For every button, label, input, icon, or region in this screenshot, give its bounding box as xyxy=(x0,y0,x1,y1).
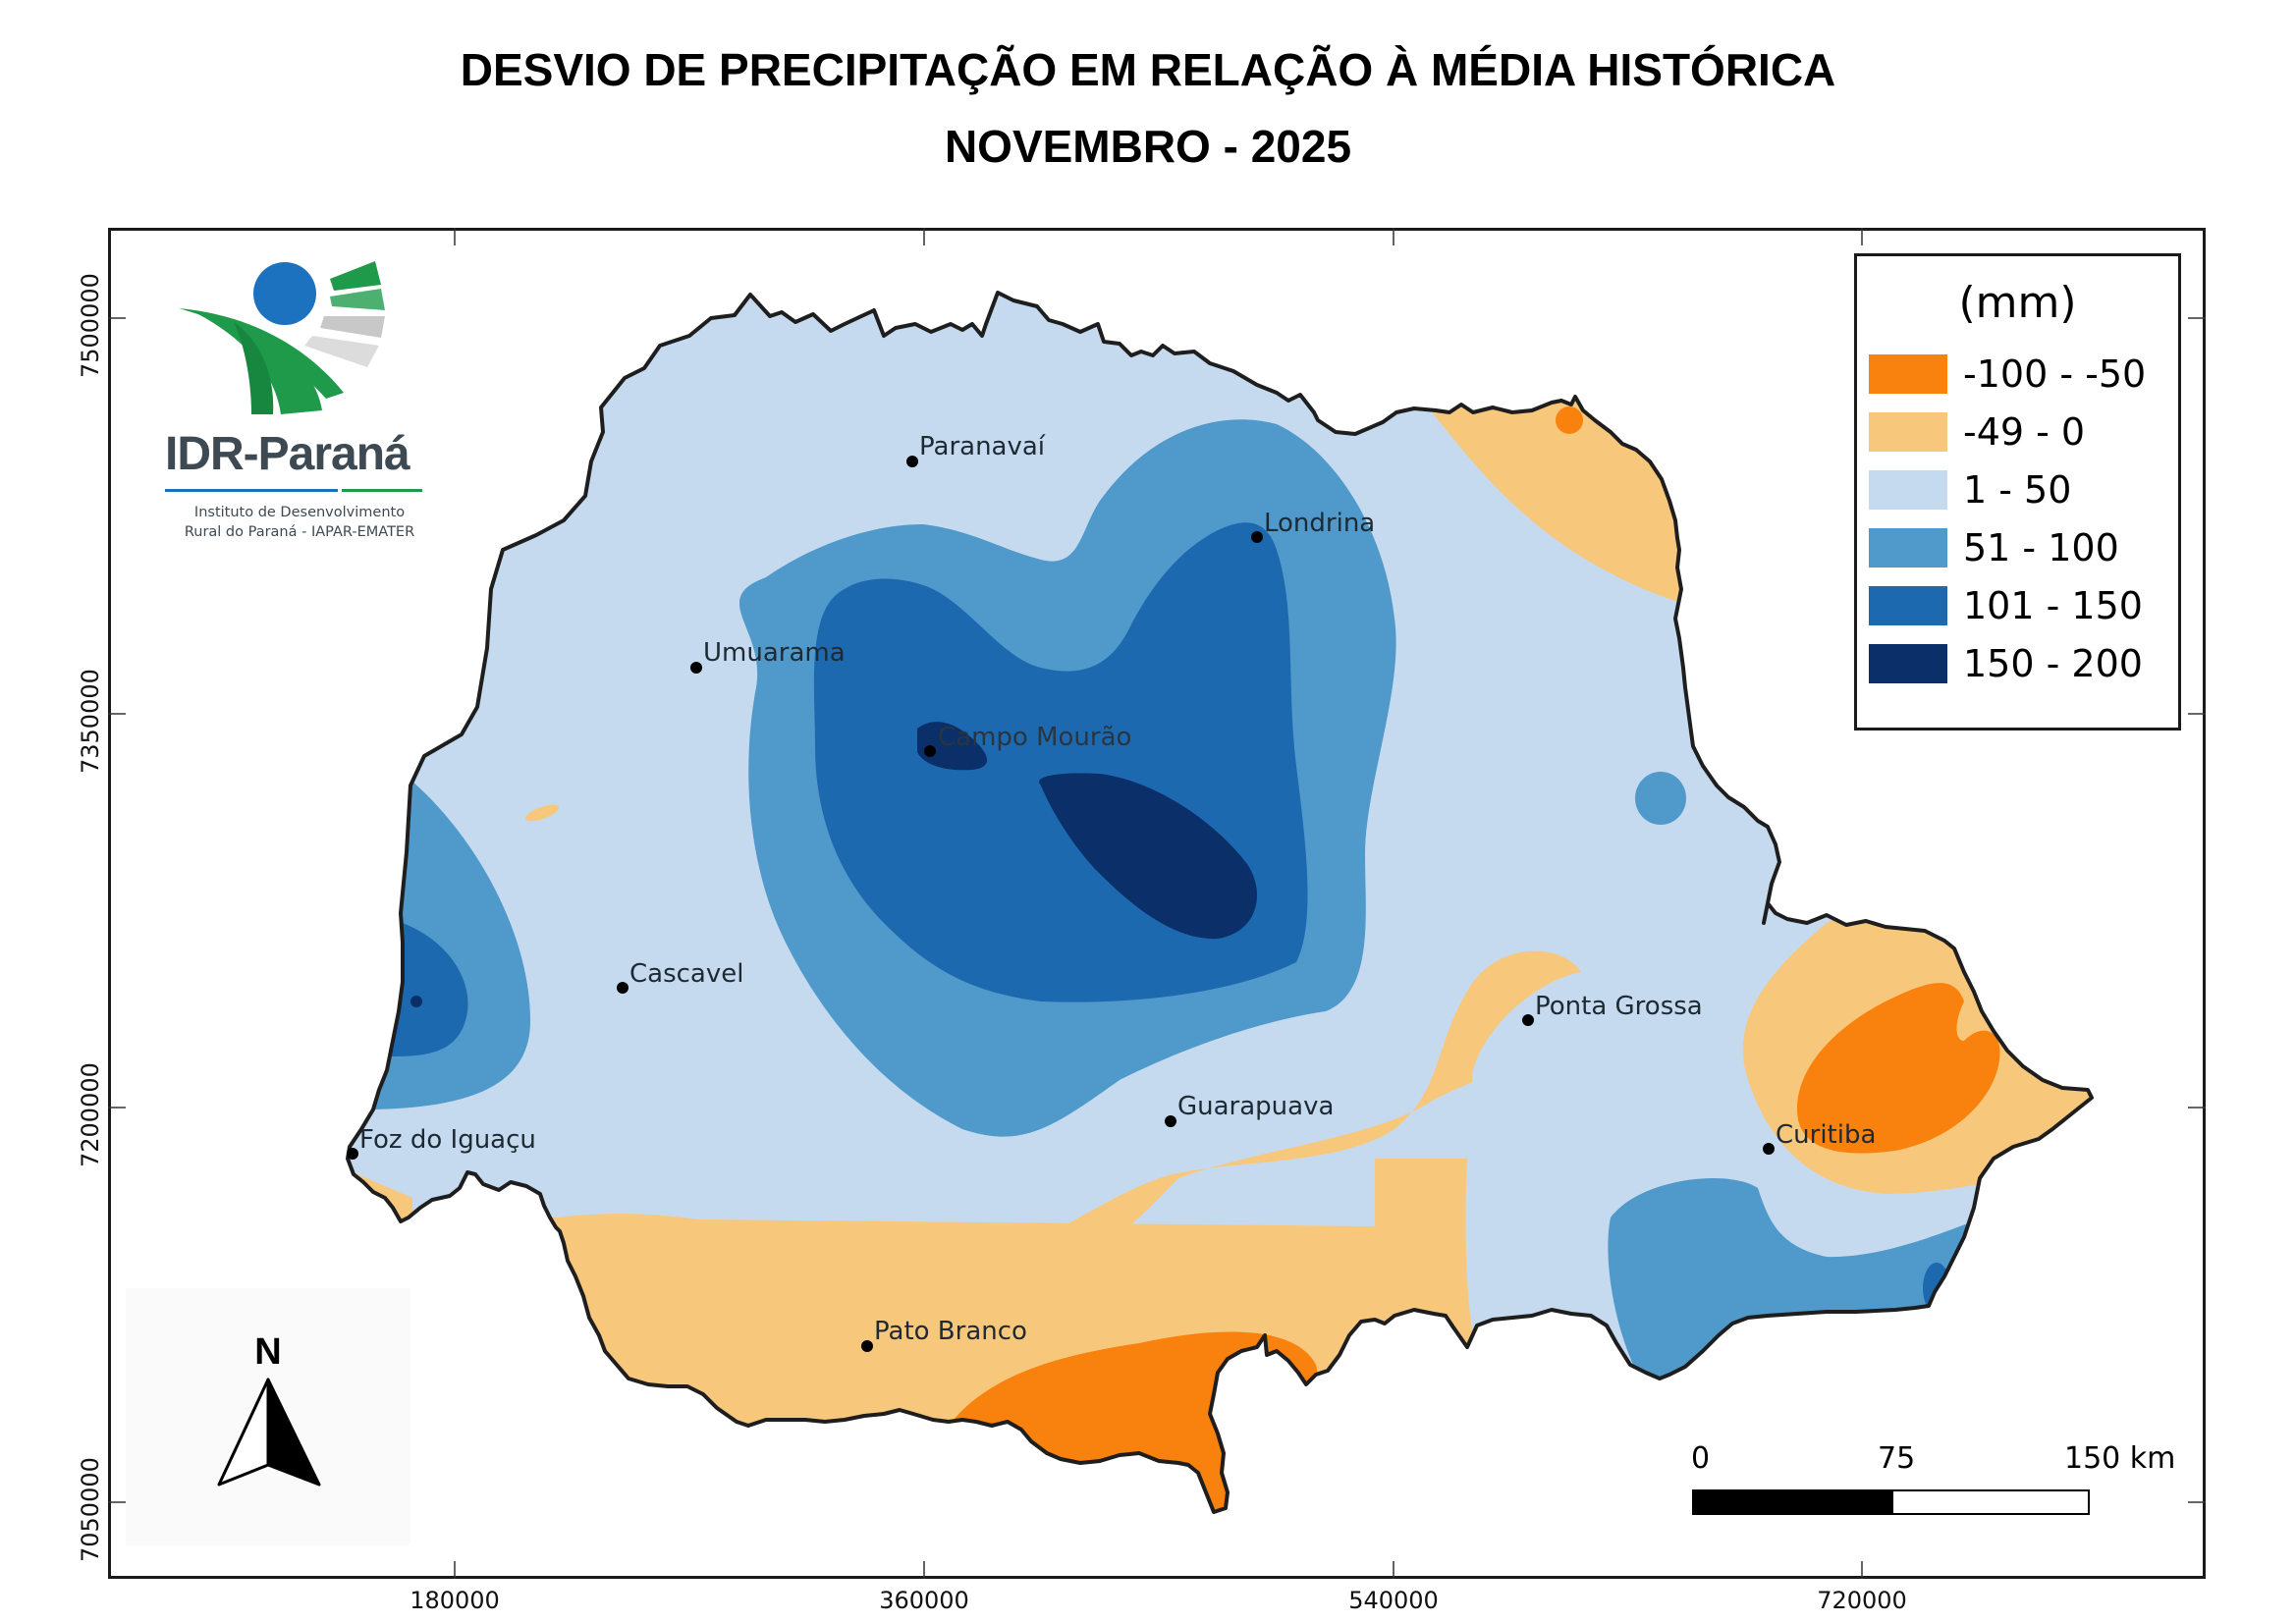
class-neg49-0-west-spot xyxy=(524,804,560,822)
city-label-ponta-grossa: Ponta Grossa xyxy=(1535,992,1703,1021)
city-label-campo-mourao: Campo Mourão xyxy=(938,723,1132,752)
north-arrow-icon xyxy=(126,1288,410,1545)
city-marker xyxy=(617,982,629,994)
city-label-umuarama: Umuarama xyxy=(703,638,846,668)
logo-subtitle-2: Rural do Paraná - IAPAR-EMATER xyxy=(184,524,415,540)
logo-brand-name: IDR-Paraná xyxy=(165,428,410,480)
legend-swatch xyxy=(1869,528,1947,568)
legend-swatch xyxy=(1869,354,1947,394)
class-neg100-neg50-northeast-spot xyxy=(1556,406,1583,434)
legend-label: 101 - 150 xyxy=(1963,584,2143,627)
city-marker xyxy=(906,456,918,467)
x-tick-label: 720000 xyxy=(1817,1587,1907,1614)
legend-label: -49 - 0 xyxy=(1963,410,2086,454)
city-marker xyxy=(924,745,936,757)
legend-item: -100 - -50 xyxy=(1869,352,2147,396)
class-150-200-campo-mourao xyxy=(917,722,987,771)
legend-swatch xyxy=(1869,586,1947,625)
legend-item: 150 - 200 xyxy=(1869,642,2143,685)
logo-rule-green xyxy=(342,489,422,492)
legend-title: (mm) xyxy=(1958,278,2077,328)
city-marker xyxy=(1522,1014,1534,1026)
y-tick-label: 7200000 xyxy=(77,1062,104,1167)
city-marker xyxy=(347,1148,358,1160)
legend-swatch xyxy=(1869,644,1947,683)
y-tick-label: 7500000 xyxy=(77,273,104,378)
idr-parana-logo-icon xyxy=(179,261,385,414)
scale-label-0: 0 xyxy=(1691,1441,1711,1476)
scale-label-75: 75 xyxy=(1878,1441,1916,1476)
class-neg100-neg50-curitiba xyxy=(1797,983,2000,1154)
map-title: DESVIO DE PRECIPITAÇÃO EM RELAÇÃO À MÉDI… xyxy=(460,44,1836,95)
legend-label: 51 - 100 xyxy=(1963,526,2119,569)
axis-ticks xyxy=(108,228,2206,1579)
map-subtitle-period: NOVEMBRO - 2025 xyxy=(944,121,1352,172)
x-tick-label: 360000 xyxy=(879,1587,969,1614)
city-label-curitiba: Curitiba xyxy=(1776,1120,1877,1150)
logo-subtitle-1: Instituto de Desenvolvimento xyxy=(193,505,406,520)
y-tick-label: 7050000 xyxy=(77,1457,104,1562)
legend-item: 101 - 150 xyxy=(1869,584,2143,627)
class-150-200-west-spot xyxy=(410,996,422,1007)
scale-bar xyxy=(1692,1489,2090,1515)
y-tick-label: 7350000 xyxy=(77,669,104,774)
city-label-foz-do-iguacu: Foz do Iguaçu xyxy=(359,1125,536,1155)
city-marker xyxy=(1251,531,1263,543)
class-neg49-0-south-fill xyxy=(511,1217,1473,1512)
north-label: N xyxy=(254,1331,282,1373)
city-label-guarapuava: Guarapuava xyxy=(1177,1092,1335,1121)
legend-item: 1 - 50 xyxy=(1869,468,2072,512)
city-label-pato-branco: Pato Branco xyxy=(874,1317,1027,1346)
x-tick-label: 180000 xyxy=(410,1587,500,1614)
x-tick-label: 540000 xyxy=(1348,1587,1439,1614)
city-label-paranavai: Paranavaí xyxy=(919,432,1046,461)
class-150-200-central-core xyxy=(1039,773,1257,940)
north-arrow: N xyxy=(126,1288,410,1545)
scale-bar-black-segment xyxy=(1692,1489,1891,1515)
city-marker xyxy=(861,1340,873,1352)
city-label-cascavel: Cascavel xyxy=(629,959,744,989)
class-51-100-east-blob xyxy=(1635,772,1686,825)
legend-item: 51 - 100 xyxy=(1869,526,2119,569)
legend-label: 1 - 50 xyxy=(1963,468,2072,512)
legend-item: -49 - 0 xyxy=(1869,410,2086,454)
scale-bar-white-segment xyxy=(1891,1489,2090,1515)
legend-label: 150 - 200 xyxy=(1963,642,2143,685)
legend-label: -100 - -50 xyxy=(1963,352,2147,396)
legend-swatch xyxy=(1869,470,1947,510)
legend-swatch xyxy=(1869,412,1947,452)
city-label-londrina: Londrina xyxy=(1264,509,1376,538)
idr-parana-logo: IDR-Paraná Instituto de Desenvolvimento … xyxy=(157,245,442,550)
scale-label-150km: 150 km xyxy=(2064,1441,2176,1476)
map-frame xyxy=(108,228,2206,1579)
logo-rule-blue xyxy=(165,489,338,492)
city-marker xyxy=(690,662,702,674)
map-legend: (mm) -100 - -50 -49 - 0 1 - 50 51 - 100 … xyxy=(1854,253,2181,730)
city-marker xyxy=(1763,1143,1775,1155)
city-marker xyxy=(1165,1115,1176,1127)
